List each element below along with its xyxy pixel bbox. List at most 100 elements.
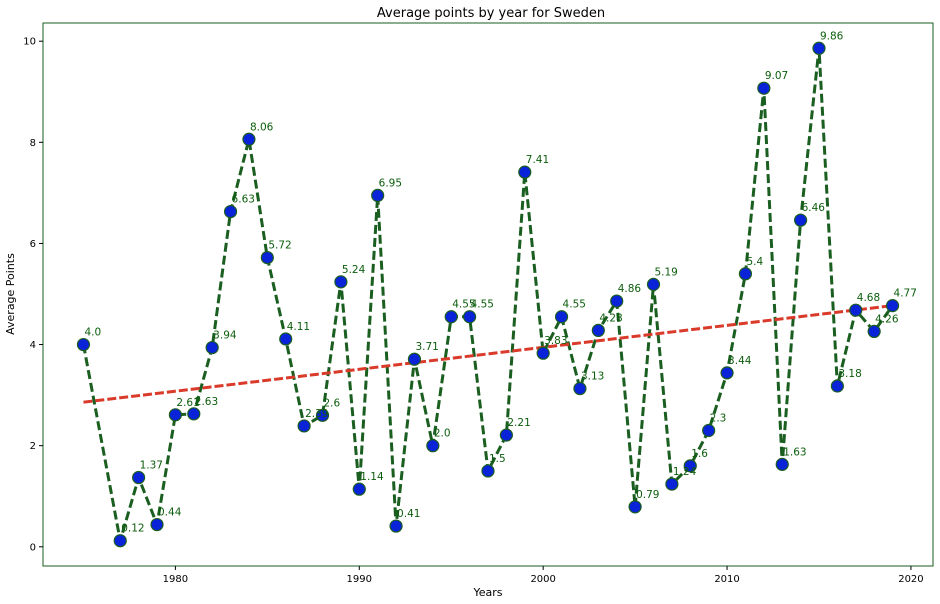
data-point bbox=[242, 132, 256, 146]
data-point bbox=[389, 519, 403, 533]
data-point bbox=[665, 477, 679, 491]
data-point bbox=[646, 277, 661, 291]
data-point bbox=[371, 188, 385, 203]
data-label: 7.41 bbox=[526, 154, 549, 166]
series-lines bbox=[81, 46, 894, 543]
data-label: 2.39 bbox=[305, 408, 328, 420]
data-label: 3.44 bbox=[728, 355, 752, 367]
data-point bbox=[113, 534, 127, 548]
data-point bbox=[76, 337, 91, 352]
x-tick-label: 1990 bbox=[347, 574, 372, 585]
data-label: 5.4 bbox=[746, 256, 763, 268]
data-label: 1.24 bbox=[673, 466, 697, 478]
data-point bbox=[830, 379, 844, 393]
x-tick-label: 2010 bbox=[714, 574, 739, 585]
data-point bbox=[334, 275, 348, 289]
data-point bbox=[187, 407, 201, 421]
data-point bbox=[407, 352, 422, 366]
data-point bbox=[426, 439, 440, 453]
data-point bbox=[885, 299, 900, 313]
data-label: 4.28 bbox=[599, 312, 622, 324]
data-label: 6.63 bbox=[232, 194, 255, 206]
data-label: 1.6 bbox=[691, 448, 708, 460]
data-label: 0.12 bbox=[121, 523, 144, 535]
data-point bbox=[683, 459, 697, 473]
data-labels: 4.0 0.12 1.37 0.44 2.612.63 3.94 6.63 8.06 5.72 4… bbox=[84, 30, 916, 534]
data-label: 8.06 bbox=[250, 121, 274, 133]
series-line-average-points bbox=[81, 46, 894, 543]
data-point bbox=[168, 408, 182, 422]
y-axis-label: Average Points bbox=[4, 253, 17, 335]
data-label: 5.72 bbox=[268, 240, 291, 252]
y-axis: 0 2 4 6 8 10 bbox=[23, 37, 43, 553]
data-label: 9.86 bbox=[820, 30, 844, 42]
y-tick-label: 4 bbox=[30, 340, 36, 351]
data-point bbox=[463, 310, 477, 324]
y-tick-label: 2 bbox=[30, 441, 36, 452]
data-point bbox=[702, 423, 716, 438]
data-label: 3.83 bbox=[544, 335, 567, 347]
data-label: 2.6 bbox=[324, 397, 341, 409]
data-label: 1.37 bbox=[140, 460, 163, 472]
x-axis: 1980 1990 2000 2010 2020 bbox=[163, 566, 924, 585]
y-tick-label: 0 bbox=[30, 542, 36, 553]
data-markers bbox=[76, 41, 900, 548]
data-point bbox=[738, 267, 753, 281]
data-point bbox=[223, 204, 238, 219]
data-point bbox=[867, 324, 881, 339]
data-label: 2.61 bbox=[176, 397, 199, 409]
data-label: 9.07 bbox=[765, 70, 788, 82]
data-point bbox=[720, 366, 734, 380]
data-point bbox=[554, 310, 569, 324]
data-point bbox=[315, 408, 330, 422]
data-label: 0.41 bbox=[397, 508, 420, 520]
data-label: 4.68 bbox=[857, 292, 880, 304]
data-point bbox=[444, 310, 458, 324]
data-point bbox=[849, 303, 863, 317]
data-point bbox=[591, 323, 605, 337]
data-point bbox=[794, 213, 808, 227]
data-label: 2.21 bbox=[507, 417, 530, 429]
data-point bbox=[573, 381, 587, 396]
data-point bbox=[536, 346, 550, 360]
data-label: 4.11 bbox=[287, 321, 310, 333]
data-label: 4.86 bbox=[618, 283, 642, 295]
data-point bbox=[205, 340, 219, 355]
data-point bbox=[260, 250, 274, 265]
data-label: 6.46 bbox=[802, 202, 826, 214]
data-point bbox=[132, 470, 146, 485]
data-point bbox=[481, 464, 495, 478]
data-label: 4.55 bbox=[471, 299, 494, 311]
data-label: 2.0 bbox=[434, 428, 451, 440]
x-tick-label: 1980 bbox=[163, 574, 188, 585]
x-axis-label: Years bbox=[472, 586, 502, 599]
data-point bbox=[352, 482, 366, 496]
data-point bbox=[628, 500, 642, 514]
data-label: 6.95 bbox=[379, 177, 402, 189]
chart-title: Average points by year for Sweden bbox=[377, 6, 605, 21]
data-point bbox=[518, 165, 532, 179]
data-label: 3.71 bbox=[415, 341, 438, 353]
data-label: 3.94 bbox=[213, 330, 237, 342]
trend-line bbox=[83, 304, 893, 404]
y-tick-label: 6 bbox=[30, 239, 36, 250]
data-label: 1.14 bbox=[360, 471, 384, 483]
data-label: 3.13 bbox=[581, 371, 604, 383]
data-point bbox=[499, 428, 513, 442]
y-tick-label: 8 bbox=[30, 138, 36, 149]
y-tick-label: 10 bbox=[23, 37, 36, 48]
data-point bbox=[150, 517, 164, 532]
data-label: 1.63 bbox=[783, 446, 806, 458]
x-tick-label: 2020 bbox=[898, 574, 923, 585]
data-label: 4.26 bbox=[875, 313, 899, 325]
data-label: 3.18 bbox=[838, 368, 861, 380]
data-label: 1.5 bbox=[489, 453, 506, 465]
plot-frame bbox=[42, 22, 934, 567]
data-point bbox=[610, 294, 624, 308]
data-point bbox=[775, 457, 789, 471]
data-label: 4.55 bbox=[452, 299, 475, 311]
data-label: 2.63 bbox=[195, 396, 218, 408]
data-point bbox=[279, 332, 293, 346]
data-label: 5.24 bbox=[342, 264, 366, 276]
